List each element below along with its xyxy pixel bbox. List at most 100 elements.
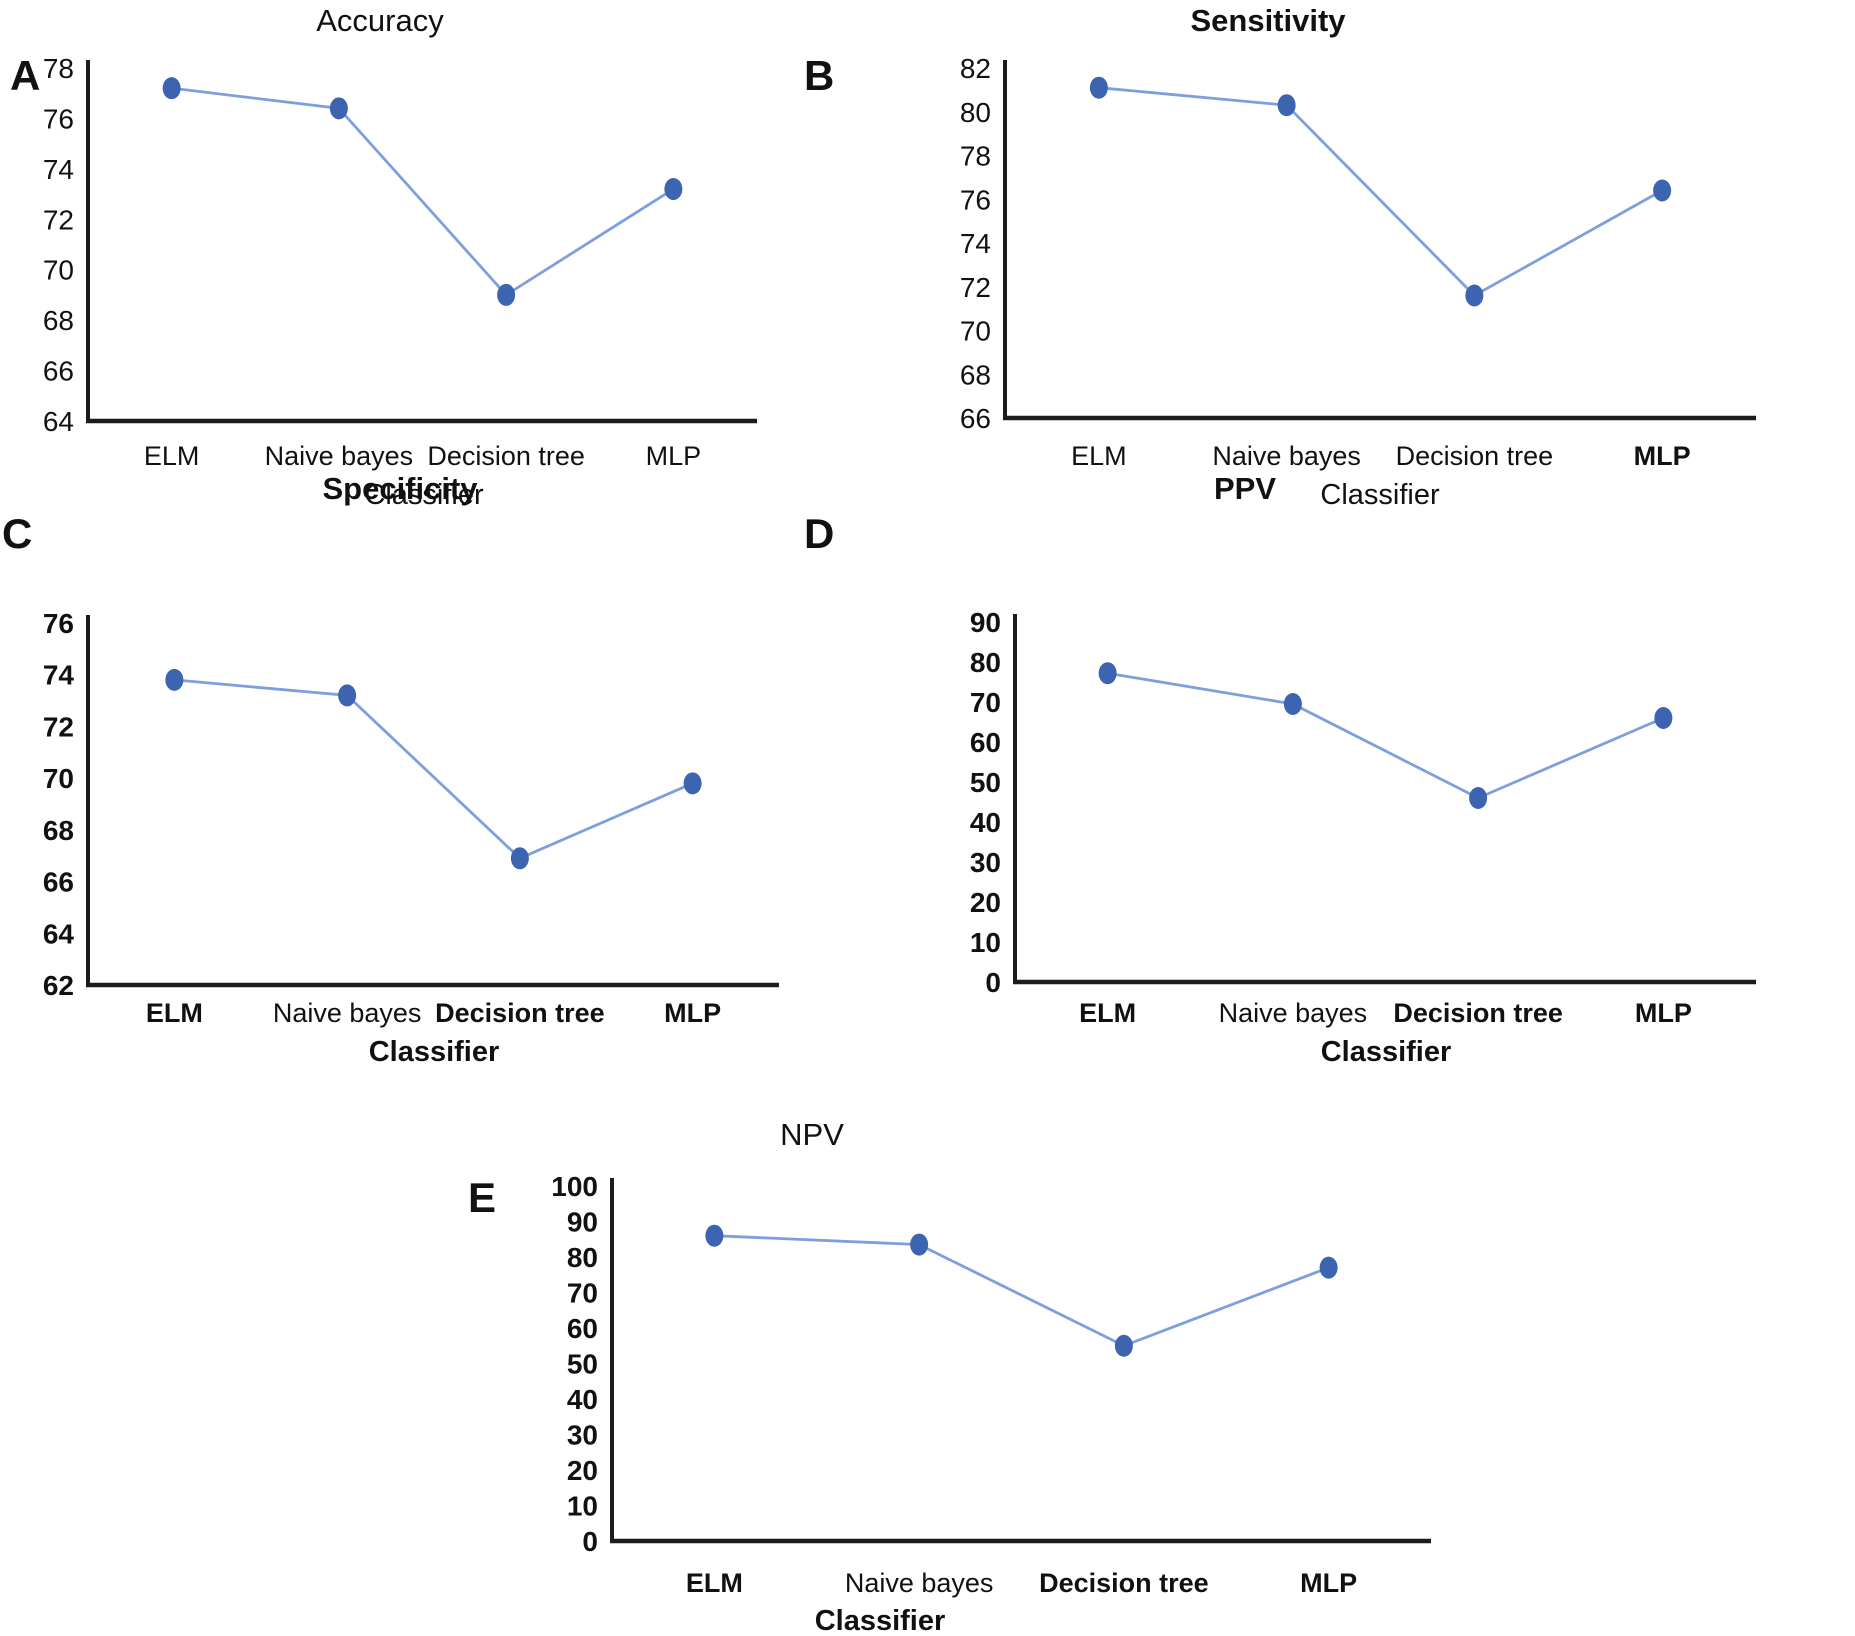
y-tick-label: 66 (43, 867, 74, 898)
y-tick-label: 30 (567, 1420, 598, 1451)
chart-title: PPV (1214, 471, 1276, 506)
data-point-elm (162, 77, 181, 100)
y-tick-label: 90 (567, 1207, 598, 1238)
chart-title: Sensitivity (1190, 3, 1346, 38)
x-category-label: Naive bayes (1212, 441, 1361, 471)
y-tick-label: 68 (960, 359, 991, 390)
y-tick-label: 70 (970, 687, 1001, 718)
x-category-label: Naive bayes (273, 998, 422, 1028)
data-point-elm (705, 1224, 724, 1247)
y-tick-label: 72 (43, 204, 74, 235)
data-point-elm (1089, 76, 1108, 99)
y-tick-label: 0 (582, 1526, 598, 1557)
chart-title: Accuracy (316, 3, 444, 38)
y-tick-label: 74 (43, 154, 74, 185)
chart-ppv: D PPV 90 80 70 60 50 40 30 20 10 0 ELM Naive bayes Dec… (804, 471, 1756, 1068)
x-axis-label: Classifier (364, 479, 484, 511)
chart-sensitivity: B Sensitivity 82 80 78 76 74 72 70 68 66 ELM Naive b… (804, 3, 1756, 511)
y-tick-label: 70 (567, 1278, 598, 1309)
series-line (174, 678, 694, 860)
y-tick-label: 66 (43, 356, 74, 387)
y-tick-label: 72 (960, 272, 991, 303)
x-category-label: Decision tree (1039, 1568, 1209, 1598)
data-point-decision-tree (1465, 284, 1484, 307)
data-point-naive-bayes (1283, 693, 1302, 715)
y-tick-label: 72 (43, 711, 74, 742)
x-category-label: ELM (1071, 441, 1127, 471)
data-point-elm (1098, 662, 1117, 685)
series-line (1107, 671, 1664, 800)
x-category-label: Naive bayes (845, 1568, 994, 1598)
panel-letter: E (468, 1174, 496, 1221)
x-category-label: MLP (664, 998, 721, 1028)
y-tick-label: 80 (567, 1242, 598, 1273)
data-point-decision-tree (510, 847, 529, 870)
y-tick-label: 50 (567, 1349, 598, 1380)
y-tick-label: 68 (43, 815, 74, 846)
x-category-label: Decision tree (1396, 441, 1554, 471)
series-line (714, 1234, 1330, 1348)
data-point-decision-tree (497, 283, 516, 306)
y-tick-label: 40 (567, 1384, 598, 1415)
y-tick-label: 10 (970, 927, 1001, 958)
y-tick-label: 70 (960, 316, 991, 347)
panel-letter: A (10, 52, 40, 99)
y-tick-label: 40 (970, 807, 1001, 838)
data-point-mlp (664, 178, 683, 201)
y-tick-label: 68 (43, 305, 74, 336)
x-category-label: Naive bayes (1219, 998, 1368, 1028)
y-tick-label: 74 (960, 228, 991, 259)
y-tick-label: 0 (985, 967, 1001, 998)
x-category-label: Decision tree (1393, 998, 1563, 1028)
data-point-naive-bayes (1277, 94, 1296, 117)
y-tick-label: 74 (43, 660, 75, 691)
chart-accuracy: A Accuracy 78 76 74 72 70 68 66 64 ELM Naive bayes D… (10, 3, 757, 511)
y-tick-label: 76 (960, 184, 991, 215)
x-category-label: ELM (144, 441, 200, 471)
y-tick-label: 100 (551, 1171, 598, 1202)
data-point-mlp (683, 772, 702, 795)
y-tick-label: 70 (43, 255, 74, 286)
series-line (1098, 86, 1663, 298)
y-tick-label: 64 (43, 406, 74, 437)
data-point-decision-tree (1469, 787, 1488, 809)
chart-title: Specificity (322, 471, 478, 506)
x-category-label: ELM (686, 1568, 743, 1598)
panel-letter: C (2, 510, 32, 557)
x-category-label: MLP (646, 441, 702, 471)
y-tick-label: 66 (960, 403, 991, 434)
x-category-label: MLP (1634, 441, 1691, 471)
y-tick-label: 30 (970, 847, 1001, 878)
x-category-label: Naive bayes (265, 441, 414, 471)
y-tick-label: 70 (43, 763, 74, 794)
x-category-label: Decision tree (427, 441, 585, 471)
data-point-mlp (1653, 179, 1672, 202)
y-tick-label: 90 (970, 607, 1001, 638)
y-tick-label: 82 (960, 53, 991, 84)
data-point-mlp (1654, 707, 1673, 729)
y-tick-label: 50 (970, 767, 1001, 798)
data-point-mlp (1319, 1256, 1338, 1279)
x-axis-label: Classifier (1320, 479, 1440, 511)
data-point-decision-tree (1114, 1334, 1133, 1357)
y-tick-label: 76 (43, 608, 74, 639)
x-category-label: MLP (1635, 998, 1692, 1028)
y-tick-label: 78 (43, 53, 74, 84)
y-tick-label: 78 (960, 141, 991, 172)
chart-title: NPV (780, 1117, 844, 1152)
y-tick-label: 20 (567, 1455, 598, 1486)
x-category-label: ELM (1079, 998, 1136, 1028)
panel-letter: B (804, 52, 834, 99)
x-axis-label: Classifier (369, 1036, 500, 1068)
y-tick-label: 60 (970, 727, 1001, 758)
data-point-naive-bayes (910, 1233, 929, 1256)
y-tick-label: 10 (567, 1491, 598, 1522)
x-category-label: Decision tree (435, 998, 605, 1028)
data-point-elm (165, 668, 184, 691)
chart-specificity: C Specificity 76 74 72 70 68 66 64 62 ELM Naive bay… (2, 471, 779, 1068)
y-tick-label: 76 (43, 103, 74, 134)
panel-letter: D (804, 510, 834, 557)
x-category-label: ELM (146, 998, 203, 1028)
